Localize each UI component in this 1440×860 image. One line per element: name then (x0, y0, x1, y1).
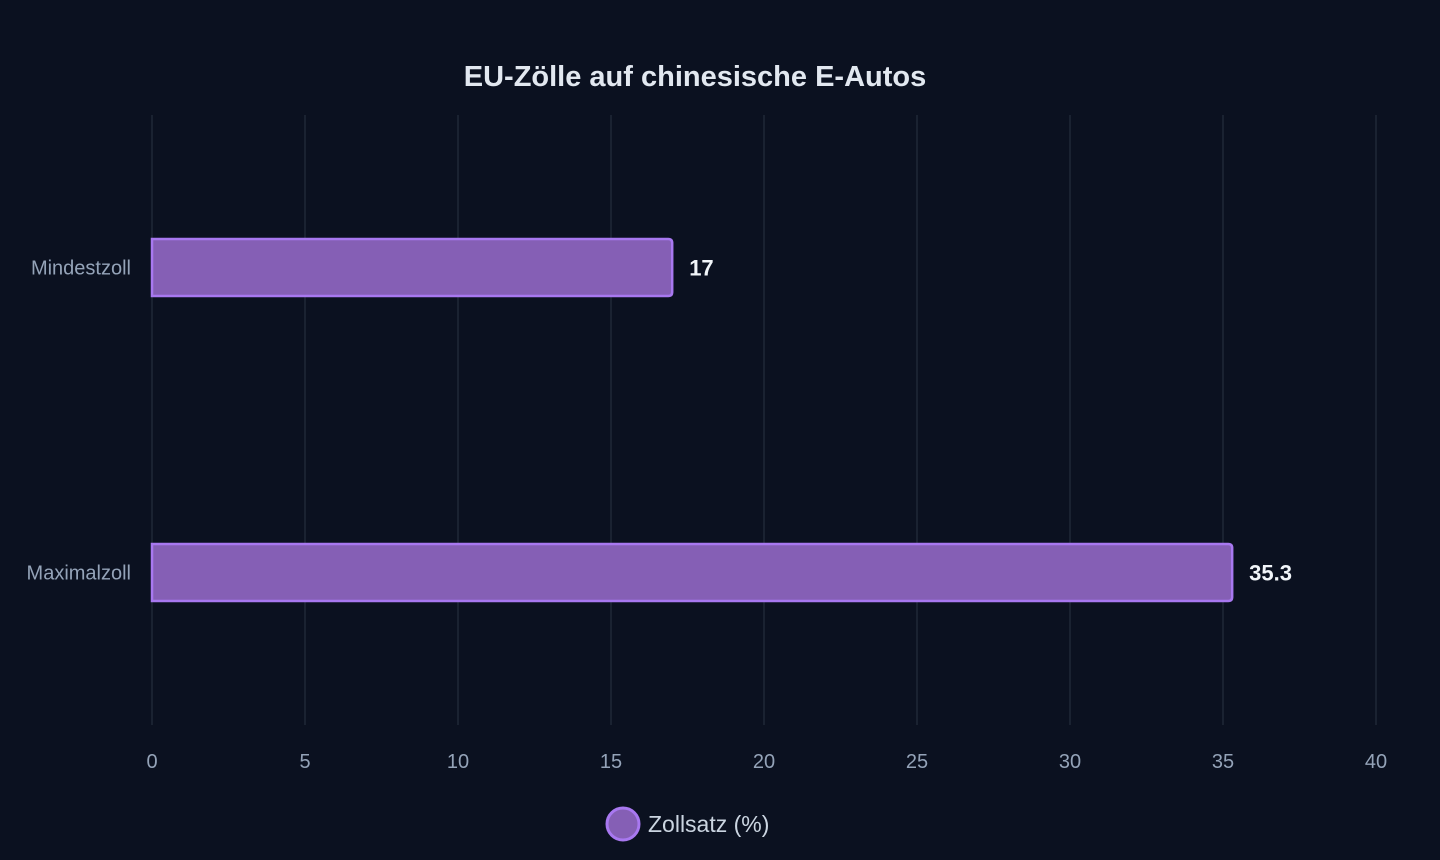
chart-title: EU-Zölle auf chinesische E-Autos (464, 61, 926, 93)
data-label: 35.3 (1249, 561, 1292, 586)
y-category-label: Mindestzoll (31, 258, 131, 280)
x-tick-label: 25 (906, 751, 928, 773)
bar-mindestzoll[interactable] (150, 237, 674, 298)
x-tick-label: 35 (1212, 751, 1234, 773)
category-axis: Mindestzoll Maximalzoll (27, 258, 131, 585)
x-tick-label: 0 (146, 751, 157, 773)
x-tick-label: 40 (1365, 751, 1387, 773)
y-category-label: Maximalzoll (27, 563, 131, 585)
grid-layer (151, 115, 1377, 725)
bar-layer: 17 35.3 (150, 237, 1292, 603)
x-tick-label: 10 (447, 751, 469, 773)
x-tick-label: 5 (299, 751, 310, 773)
x-tick-label: 15 (600, 751, 622, 773)
bar-maximalzoll[interactable] (150, 542, 1234, 603)
value-axis: 0 5 10 15 20 25 30 35 40 (146, 751, 1387, 773)
x-tick-label: 30 (1059, 751, 1081, 773)
legend-label: Zollsatz (%) (648, 811, 769, 837)
data-label: 17 (689, 256, 713, 281)
legend[interactable]: Zollsatz (%) (605, 806, 769, 842)
legend-swatch-icon (605, 806, 641, 842)
x-tick-label: 20 (753, 751, 775, 773)
